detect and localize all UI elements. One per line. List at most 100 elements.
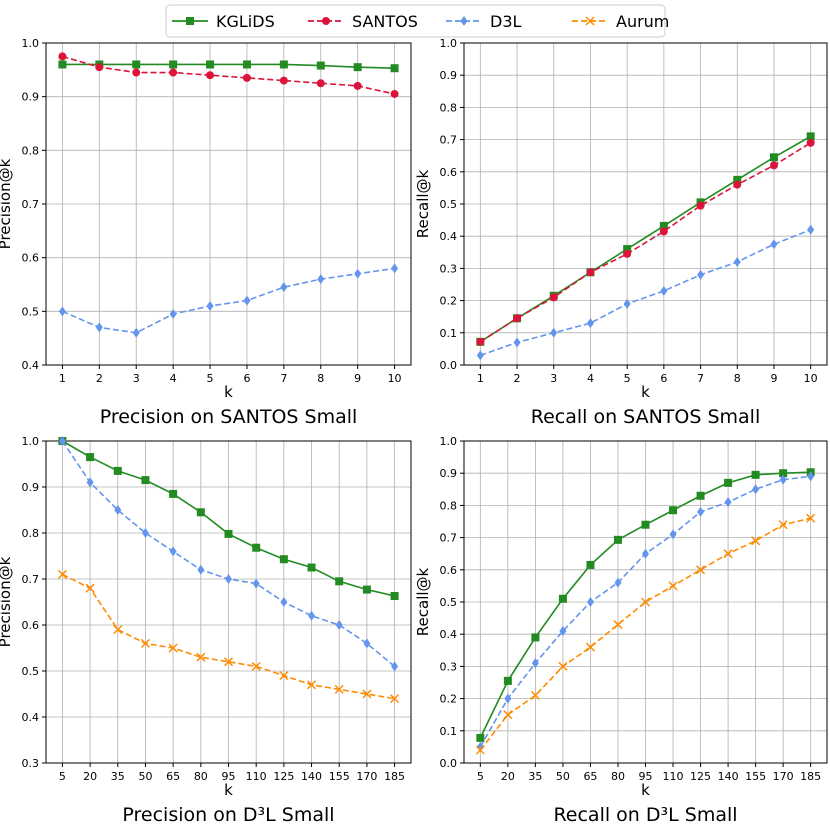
x-tick-label: 7 [697, 372, 704, 385]
chart-2: 0.0 0.1 0.2 0.3 0.4 0.5 0.6 0.7 0.8 0.9 1.0 1 2 3 4 5 6 7… [414, 37, 828, 428]
data-point-kglids [353, 63, 362, 72]
y-tick-label: 0.0 [440, 359, 458, 372]
data-point-kglids [169, 489, 178, 498]
data-point-d3l [391, 263, 399, 274]
data-point-santos [169, 68, 178, 77]
data-point-d3l [252, 578, 260, 589]
legend-entry-santos: SANTOS [308, 12, 418, 31]
x-tick-label: 7 [280, 372, 287, 385]
data-point-kglids [242, 60, 251, 69]
x-tick-label: 3 [133, 372, 140, 385]
data-point-aurum [307, 680, 317, 690]
data-point-d3l [95, 322, 103, 333]
data-point-santos [696, 201, 705, 210]
y-tick-label: 0.4 [22, 359, 40, 372]
x-tick-label: 65 [583, 770, 597, 783]
series-line-d3l [62, 267, 395, 334]
data-point-d3l [206, 300, 214, 311]
y-tick-label: 0.9 [22, 91, 40, 104]
y-tick-label: 0.7 [22, 573, 40, 586]
x-tick-label: 170 [356, 770, 377, 783]
data-point-santos [769, 161, 778, 170]
data-point-d3l [550, 327, 558, 338]
data-point-kglids [613, 535, 622, 544]
data-point-d3l [169, 546, 177, 557]
x-tick-label: 35 [528, 770, 542, 783]
data-point-d3l [623, 298, 631, 309]
x-tick-label: 5 [207, 372, 214, 385]
series-d3l [476, 224, 815, 361]
series-d3l [58, 436, 399, 672]
data-point-d3l [697, 506, 705, 517]
x-tick-label: 35 [111, 770, 125, 783]
x-tick-label: 9 [770, 372, 777, 385]
chart-title: Precision on D³L Small [122, 804, 334, 826]
data-point-kglids [362, 585, 371, 594]
data-point-kglids [659, 221, 668, 230]
x-tick-label: 110 [246, 770, 267, 783]
data-point-santos [58, 52, 67, 61]
series-d3l [58, 263, 399, 338]
data-point-d3l [642, 548, 649, 559]
data-point-d3l [752, 484, 760, 495]
chart-title: Recall on D³L Small [553, 804, 737, 826]
data-point-d3l [308, 610, 316, 621]
x-tick-label: 95 [639, 770, 653, 783]
x-tick-label: 185 [800, 770, 821, 783]
series-d3l [476, 471, 815, 752]
chart-title: Recall on SANTOS Small [531, 406, 760, 428]
data-point-d3l [770, 239, 778, 250]
y-tick-label: 0.3 [440, 262, 458, 275]
data-point-santos [279, 76, 288, 85]
y-tick-label: 0.6 [22, 619, 40, 632]
data-point-d3l [559, 625, 567, 636]
data-point-kglids [390, 64, 399, 73]
x-tick-label: 80 [194, 770, 208, 783]
data-point-aurum [696, 565, 706, 575]
series-kglids [476, 468, 815, 742]
y-tick-label: 0.2 [440, 693, 458, 706]
legend-marker-d3l [460, 16, 468, 26]
data-point-santos [353, 81, 362, 90]
legend-label-santos: SANTOS [352, 12, 418, 31]
data-point-d3l [354, 268, 362, 279]
y-tick-label: 0.5 [22, 665, 40, 678]
y-tick-label: 0.9 [440, 467, 458, 480]
x-tick-label: 140 [718, 770, 739, 783]
x-tick-label: 125 [690, 770, 711, 783]
y-tick-label: 0.6 [22, 252, 40, 265]
data-point-aurum [223, 657, 234, 667]
x-tick-label: 6 [243, 372, 250, 385]
x-axis-label: k [641, 383, 650, 401]
data-point-aurum [140, 638, 150, 648]
x-tick-label: 3 [550, 372, 557, 385]
x-tick-label: 8 [734, 372, 741, 385]
data-point-d3l [280, 597, 288, 607]
y-tick-label: 0.1 [440, 327, 458, 340]
data-point-kglids [769, 153, 778, 162]
data-point-santos [476, 337, 485, 346]
x-tick-label: 65 [166, 770, 180, 783]
data-point-d3l [169, 309, 177, 320]
data-point-aurum [475, 745, 485, 755]
data-point-kglids [113, 466, 122, 475]
y-tick-label: 0.9 [22, 481, 40, 494]
data-point-d3l [476, 350, 484, 361]
x-tick-label: 50 [556, 770, 570, 783]
y-tick-label: 0.8 [440, 101, 458, 114]
y-tick-label: 0.0 [440, 757, 458, 770]
data-point-d3l [669, 529, 677, 540]
data-point-kglids [696, 491, 705, 500]
series-santos [58, 52, 399, 98]
y-tick-label: 0.5 [440, 198, 458, 211]
data-point-santos [659, 227, 668, 236]
data-point-d3l [513, 337, 521, 348]
y-tick-label: 0.4 [440, 628, 458, 641]
series-line-d3l [480, 229, 811, 357]
data-point-d3l [724, 497, 732, 508]
x-tick-label: 4 [170, 372, 177, 385]
y-tick-label: 0.7 [440, 532, 458, 545]
x-tick-label: 2 [96, 372, 103, 385]
data-point-santos [586, 268, 595, 277]
